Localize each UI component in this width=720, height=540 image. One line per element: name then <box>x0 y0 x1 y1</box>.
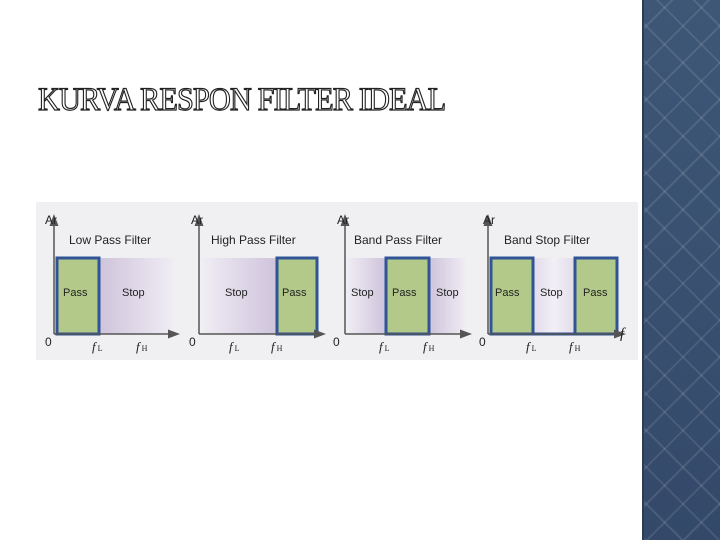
region-label-stop: Stop <box>225 287 248 299</box>
region-label-pass: Pass <box>495 287 520 299</box>
slide-title: KURVA RESPON FILTER IDEAL <box>37 81 446 118</box>
pass-region <box>489 256 535 336</box>
region-label-stop: Stop <box>436 287 459 299</box>
pass-region <box>55 256 101 336</box>
panel-title: Low Pass Filter <box>69 233 151 247</box>
origin-label: 0 <box>189 335 196 349</box>
axis-x-label: f <box>620 326 626 342</box>
region-label-pass: Pass <box>583 287 608 299</box>
stop-region <box>430 258 466 334</box>
region-label-stop: Stop <box>540 287 563 299</box>
axis-y-label: Ar <box>483 213 495 227</box>
stop-region <box>347 258 385 334</box>
panel-title: Band Stop Filter <box>504 233 590 247</box>
origin-label: 0 <box>45 335 52 349</box>
region-label-pass: Pass <box>282 287 307 299</box>
axis-y-label: Ar <box>191 213 203 227</box>
region-label-pass: Pass <box>392 287 417 299</box>
pass-region <box>573 256 619 336</box>
region-label-stop: Stop <box>122 287 145 299</box>
panel-title: Band Pass Filter <box>354 233 442 247</box>
axis-y-label: Ar <box>45 213 57 227</box>
origin-label: 0 <box>333 335 340 349</box>
region-label-pass: Pass <box>63 287 88 299</box>
origin-label: 0 <box>479 335 486 349</box>
stop-region <box>534 258 574 334</box>
panel-title: High Pass Filter <box>211 233 296 247</box>
region-label-stop: Stop <box>351 287 374 299</box>
stop-region <box>202 258 276 334</box>
axis-y-label: Ar <box>337 213 349 227</box>
stop-region <box>100 258 174 334</box>
decorative-sidebar <box>642 0 720 540</box>
